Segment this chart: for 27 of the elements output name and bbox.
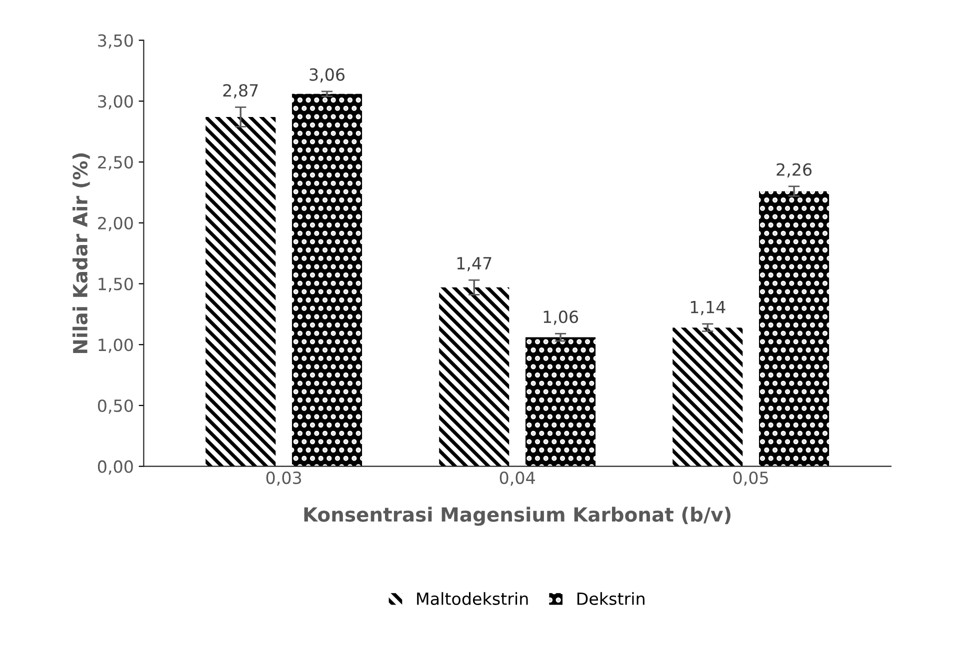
y-tick-label: 3,50 [98, 34, 133, 49]
y-tick-label: 2,00 [98, 216, 133, 232]
y-tick-label: 1,00 [98, 338, 133, 353]
y-tick-label: 3,00 [98, 95, 133, 110]
x-tick-label: 0,03 [266, 472, 302, 486]
bar [206, 116, 276, 466]
data-label: 1,14 [690, 300, 726, 316]
bar [292, 94, 362, 466]
y-tick-label: 1,50 [98, 278, 133, 292]
y-tick-label: 2,50 [98, 156, 133, 170]
bar [672, 328, 743, 466]
x-tick-label: 0,05 [733, 472, 768, 486]
y-axis-title: Nilai Kadar Air (%) [72, 153, 90, 354]
legend-label: Maltodekstrin [417, 592, 528, 606]
data-label: 2,87 [223, 84, 258, 98]
x-tick-label: 0,04 [500, 472, 535, 486]
y-tick-label: 0,50 [98, 399, 133, 414]
legend-label: Dekstrin [577, 592, 644, 606]
bar [525, 337, 596, 466]
data-label: 3,06 [310, 68, 345, 83]
data-label: 1,47 [457, 257, 492, 272]
y-tick-label: 0,00 [98, 460, 133, 475]
bar [759, 191, 830, 466]
x-axis-title: Konsentrasi Magensium Karbonat (b/v) [304, 506, 730, 526]
data-label: 1,06 [544, 310, 578, 325]
data-label: 2,26 [776, 163, 812, 178]
bar [439, 287, 510, 466]
